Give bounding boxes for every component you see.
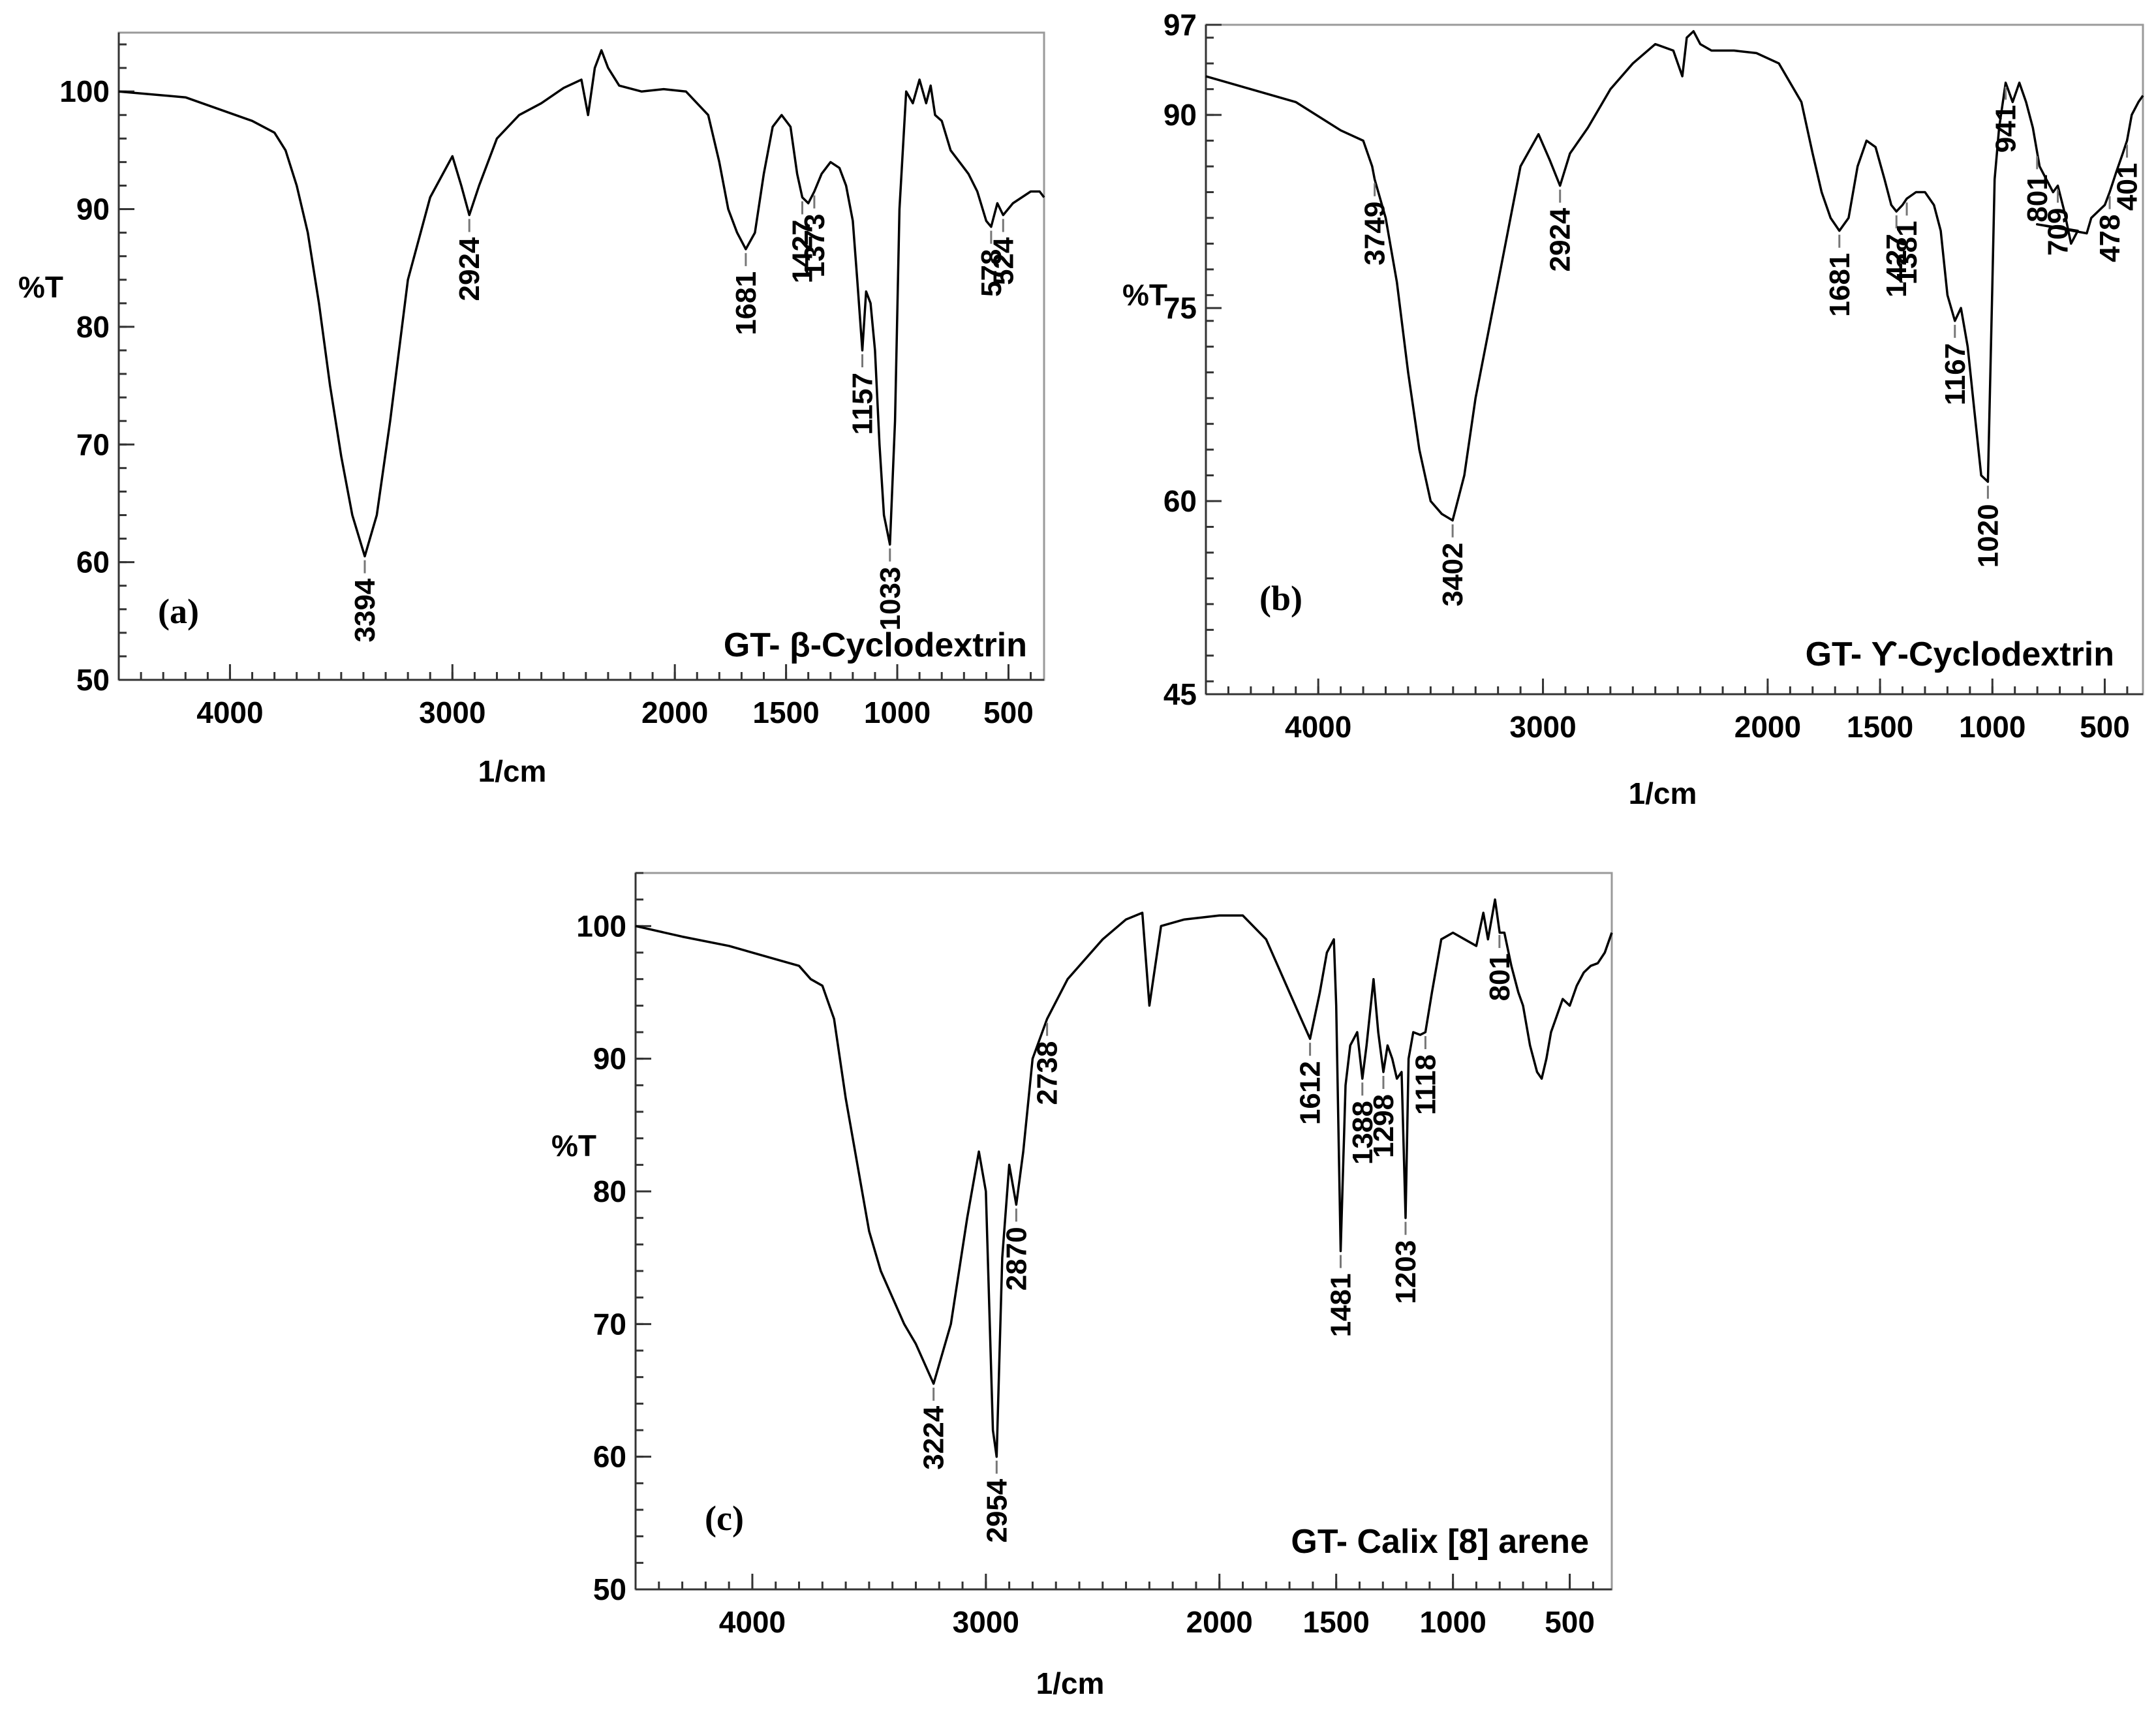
x-tick-label: 4000: [719, 1605, 786, 1639]
peak-label: 709: [2042, 208, 2074, 256]
peak-label: 1388: [1347, 1101, 1379, 1165]
panel-a-x-axis-title: 1/cm: [478, 754, 547, 788]
y-tick-label: 80: [76, 310, 110, 344]
panel-c: 4000 3000 2000 1500 1000 500 50 60 70 80 90 100 322…: [551, 872, 1613, 1700]
x-tick-label: 2000: [1734, 710, 1801, 744]
x-tick-label: 1500: [1847, 710, 1913, 744]
panel-a-label: (a): [158, 592, 199, 631]
y-tick-label: 50: [593, 1572, 626, 1606]
panel-b-ticks: 4000 3000 2000 1500 1000 500 45 60 75 90 97: [1163, 8, 2130, 744]
x-tick-label: 2000: [641, 696, 708, 729]
panel-b-x-axis-title: 1/cm: [1629, 776, 1697, 810]
panel-b-y-axis-title: %T: [1122, 278, 1167, 312]
y-tick-label: 60: [593, 1440, 626, 1474]
peak-label: 1681: [1824, 253, 1856, 317]
panel-c-y-axis-title: %T: [551, 1129, 596, 1163]
peak-label: 1167: [1939, 343, 1971, 405]
peak-label: 1373: [799, 214, 831, 278]
peak-label: 3224: [918, 1405, 950, 1469]
peak-label: 1157: [847, 373, 879, 435]
peak-label: 1381: [1891, 221, 1923, 284]
peak-label: 478: [2094, 215, 2126, 262]
x-tick-label: 4000: [1285, 710, 1351, 744]
x-tick-label: 2000: [1186, 1605, 1253, 1639]
panel-b: 4000 3000 2000 1500 1000 500 45 60 75 90 97 3749 34…: [1122, 8, 2144, 810]
x-tick-label: 3000: [953, 1605, 1019, 1639]
panel-a-plot-area: [117, 31, 1045, 681]
x-tick-label: 1000: [1419, 1605, 1486, 1639]
y-tick-label: 80: [593, 1174, 626, 1208]
x-tick-label: 500: [1545, 1605, 1595, 1639]
peak-label: 801: [1484, 953, 1516, 1001]
panel-b-label: (b): [1259, 579, 1302, 618]
y-tick-label: 75: [1163, 291, 1197, 325]
x-tick-label: 500: [983, 696, 1034, 729]
peak-label: 3402: [1437, 543, 1469, 607]
panel-b-spectrum-line: [1205, 30, 2144, 522]
peak-label: 1612: [1295, 1061, 1327, 1125]
peak-label: 524: [987, 237, 1019, 285]
peak-label: 1020: [1972, 504, 2004, 568]
peak-label: 2954: [981, 1478, 1013, 1542]
x-tick-label: 3000: [1509, 710, 1576, 744]
panel-a-y-axis-title: %T: [18, 270, 63, 304]
panel-a-axes: [117, 33, 1044, 681]
x-tick-label: 1500: [752, 696, 819, 729]
panel-a-ticks: 4000 3000 2000 1500 1000 500 50 60 70 80 90 100: [59, 43, 1034, 729]
panel-a-sample-title: GT- β-Cyclodextrin: [724, 626, 1027, 664]
peak-label: 1427: [787, 220, 819, 284]
peak-label: 1427: [1881, 234, 1913, 298]
peak-label: 1298: [1368, 1094, 1400, 1158]
panel-a: 4000 3000 2000 1500 1000 500 50 60 70 80 90 100 339…: [18, 31, 1045, 788]
peak-label: 1481: [1325, 1274, 1357, 1338]
y-tick-label: 90: [1163, 98, 1197, 132]
peak-label: 1033: [874, 567, 906, 631]
y-tick-label: 90: [593, 1042, 626, 1076]
peak-label: 941: [1990, 105, 2022, 153]
peak-label: 578: [976, 249, 1008, 297]
x-tick-label: 1000: [864, 696, 931, 729]
x-tick-label: 1500: [1303, 1605, 1370, 1639]
peak-label: 2924: [1545, 207, 1577, 271]
y-tick-label: 45: [1163, 677, 1197, 711]
y-tick-label: 50: [76, 663, 110, 697]
x-tick-label: 500: [2080, 710, 2130, 744]
x-tick-label: 1000: [1959, 710, 2025, 744]
x-tick-label: 3000: [419, 696, 485, 729]
panel-c-sample-title: GT- Calix [8] arene: [1291, 1523, 1589, 1561]
y-tick-label: 100: [59, 74, 110, 108]
peak-label: 2738: [1032, 1041, 1064, 1105]
y-tick-label: 70: [76, 427, 110, 461]
panel-a-spectrum-line: [118, 49, 1045, 558]
panel-c-label: (c): [705, 1499, 744, 1538]
y-tick-label: 70: [593, 1307, 626, 1341]
peak-label: 1203: [1390, 1240, 1422, 1304]
peak-label: 3749: [1359, 202, 1391, 266]
y-tick-label: 90: [76, 192, 110, 226]
panel-c-spectrum-line: [635, 898, 1613, 1458]
y-tick-label: 60: [76, 545, 110, 579]
peak-label: 3394: [349, 578, 381, 642]
peak-label: 401: [2112, 163, 2144, 211]
y-tick-label: 100: [576, 909, 626, 943]
panel-c-plot-area: [634, 872, 1613, 1591]
y-tick-label: 97: [1163, 8, 1197, 42]
peak-label: 1118: [1409, 1054, 1441, 1115]
panel-b-axes: [1205, 25, 2143, 696]
x-tick-label: 4000: [196, 696, 263, 729]
peak-label: 2870: [1000, 1227, 1032, 1291]
peak-label: 1681: [730, 271, 762, 335]
panel-c-ticks: 4000 3000 2000 1500 1000 500 50 60 70 80 90 100: [576, 872, 1595, 1639]
panel-c-x-axis-title: 1/cm: [1036, 1666, 1105, 1700]
peak-label: 801: [2022, 174, 2054, 222]
panel-b-plot-area: [1205, 23, 2144, 696]
peak-label: 2924: [454, 237, 485, 301]
y-tick-label: 60: [1163, 484, 1197, 518]
panel-b-sample-title: GT- ϒ-Cyclodextrin: [1806, 635, 2114, 673]
